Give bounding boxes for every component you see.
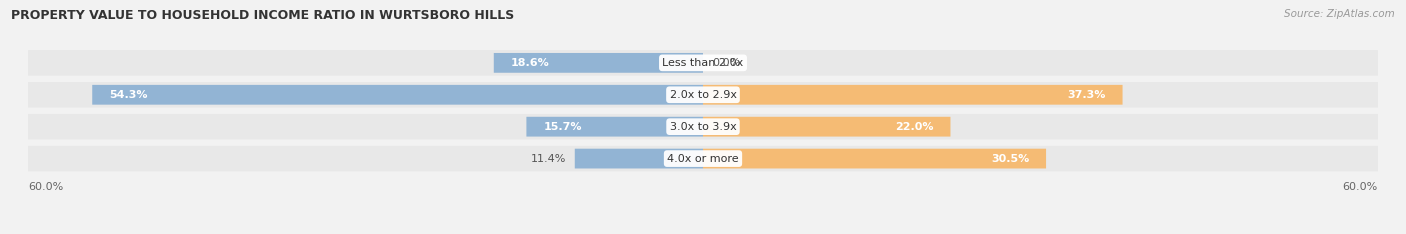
- FancyBboxPatch shape: [575, 149, 703, 168]
- Text: 18.6%: 18.6%: [510, 58, 550, 68]
- Text: Source: ZipAtlas.com: Source: ZipAtlas.com: [1284, 9, 1395, 19]
- Text: 0.0%: 0.0%: [711, 58, 740, 68]
- Text: 3.0x to 3.9x: 3.0x to 3.9x: [669, 122, 737, 132]
- FancyBboxPatch shape: [28, 146, 1378, 171]
- FancyBboxPatch shape: [703, 85, 1122, 105]
- FancyBboxPatch shape: [703, 149, 1046, 168]
- Text: 30.5%: 30.5%: [991, 154, 1029, 164]
- Text: 11.4%: 11.4%: [530, 154, 565, 164]
- FancyBboxPatch shape: [526, 117, 703, 137]
- FancyBboxPatch shape: [494, 53, 703, 73]
- FancyBboxPatch shape: [93, 85, 703, 105]
- Text: 15.7%: 15.7%: [543, 122, 582, 132]
- Text: 54.3%: 54.3%: [110, 90, 148, 100]
- Legend: Without Mortgage, With Mortgage: Without Mortgage, With Mortgage: [581, 231, 825, 234]
- Text: 2.0x to 2.9x: 2.0x to 2.9x: [669, 90, 737, 100]
- Text: 60.0%: 60.0%: [28, 182, 63, 192]
- FancyBboxPatch shape: [703, 117, 950, 137]
- Text: PROPERTY VALUE TO HOUSEHOLD INCOME RATIO IN WURTSBORO HILLS: PROPERTY VALUE TO HOUSEHOLD INCOME RATIO…: [11, 9, 515, 22]
- Text: 60.0%: 60.0%: [1343, 182, 1378, 192]
- Text: 37.3%: 37.3%: [1067, 90, 1105, 100]
- FancyBboxPatch shape: [28, 114, 1378, 139]
- Text: 4.0x or more: 4.0x or more: [668, 154, 738, 164]
- Text: Less than 2.0x: Less than 2.0x: [662, 58, 744, 68]
- FancyBboxPatch shape: [28, 82, 1378, 108]
- Text: 22.0%: 22.0%: [896, 122, 934, 132]
- FancyBboxPatch shape: [28, 50, 1378, 76]
